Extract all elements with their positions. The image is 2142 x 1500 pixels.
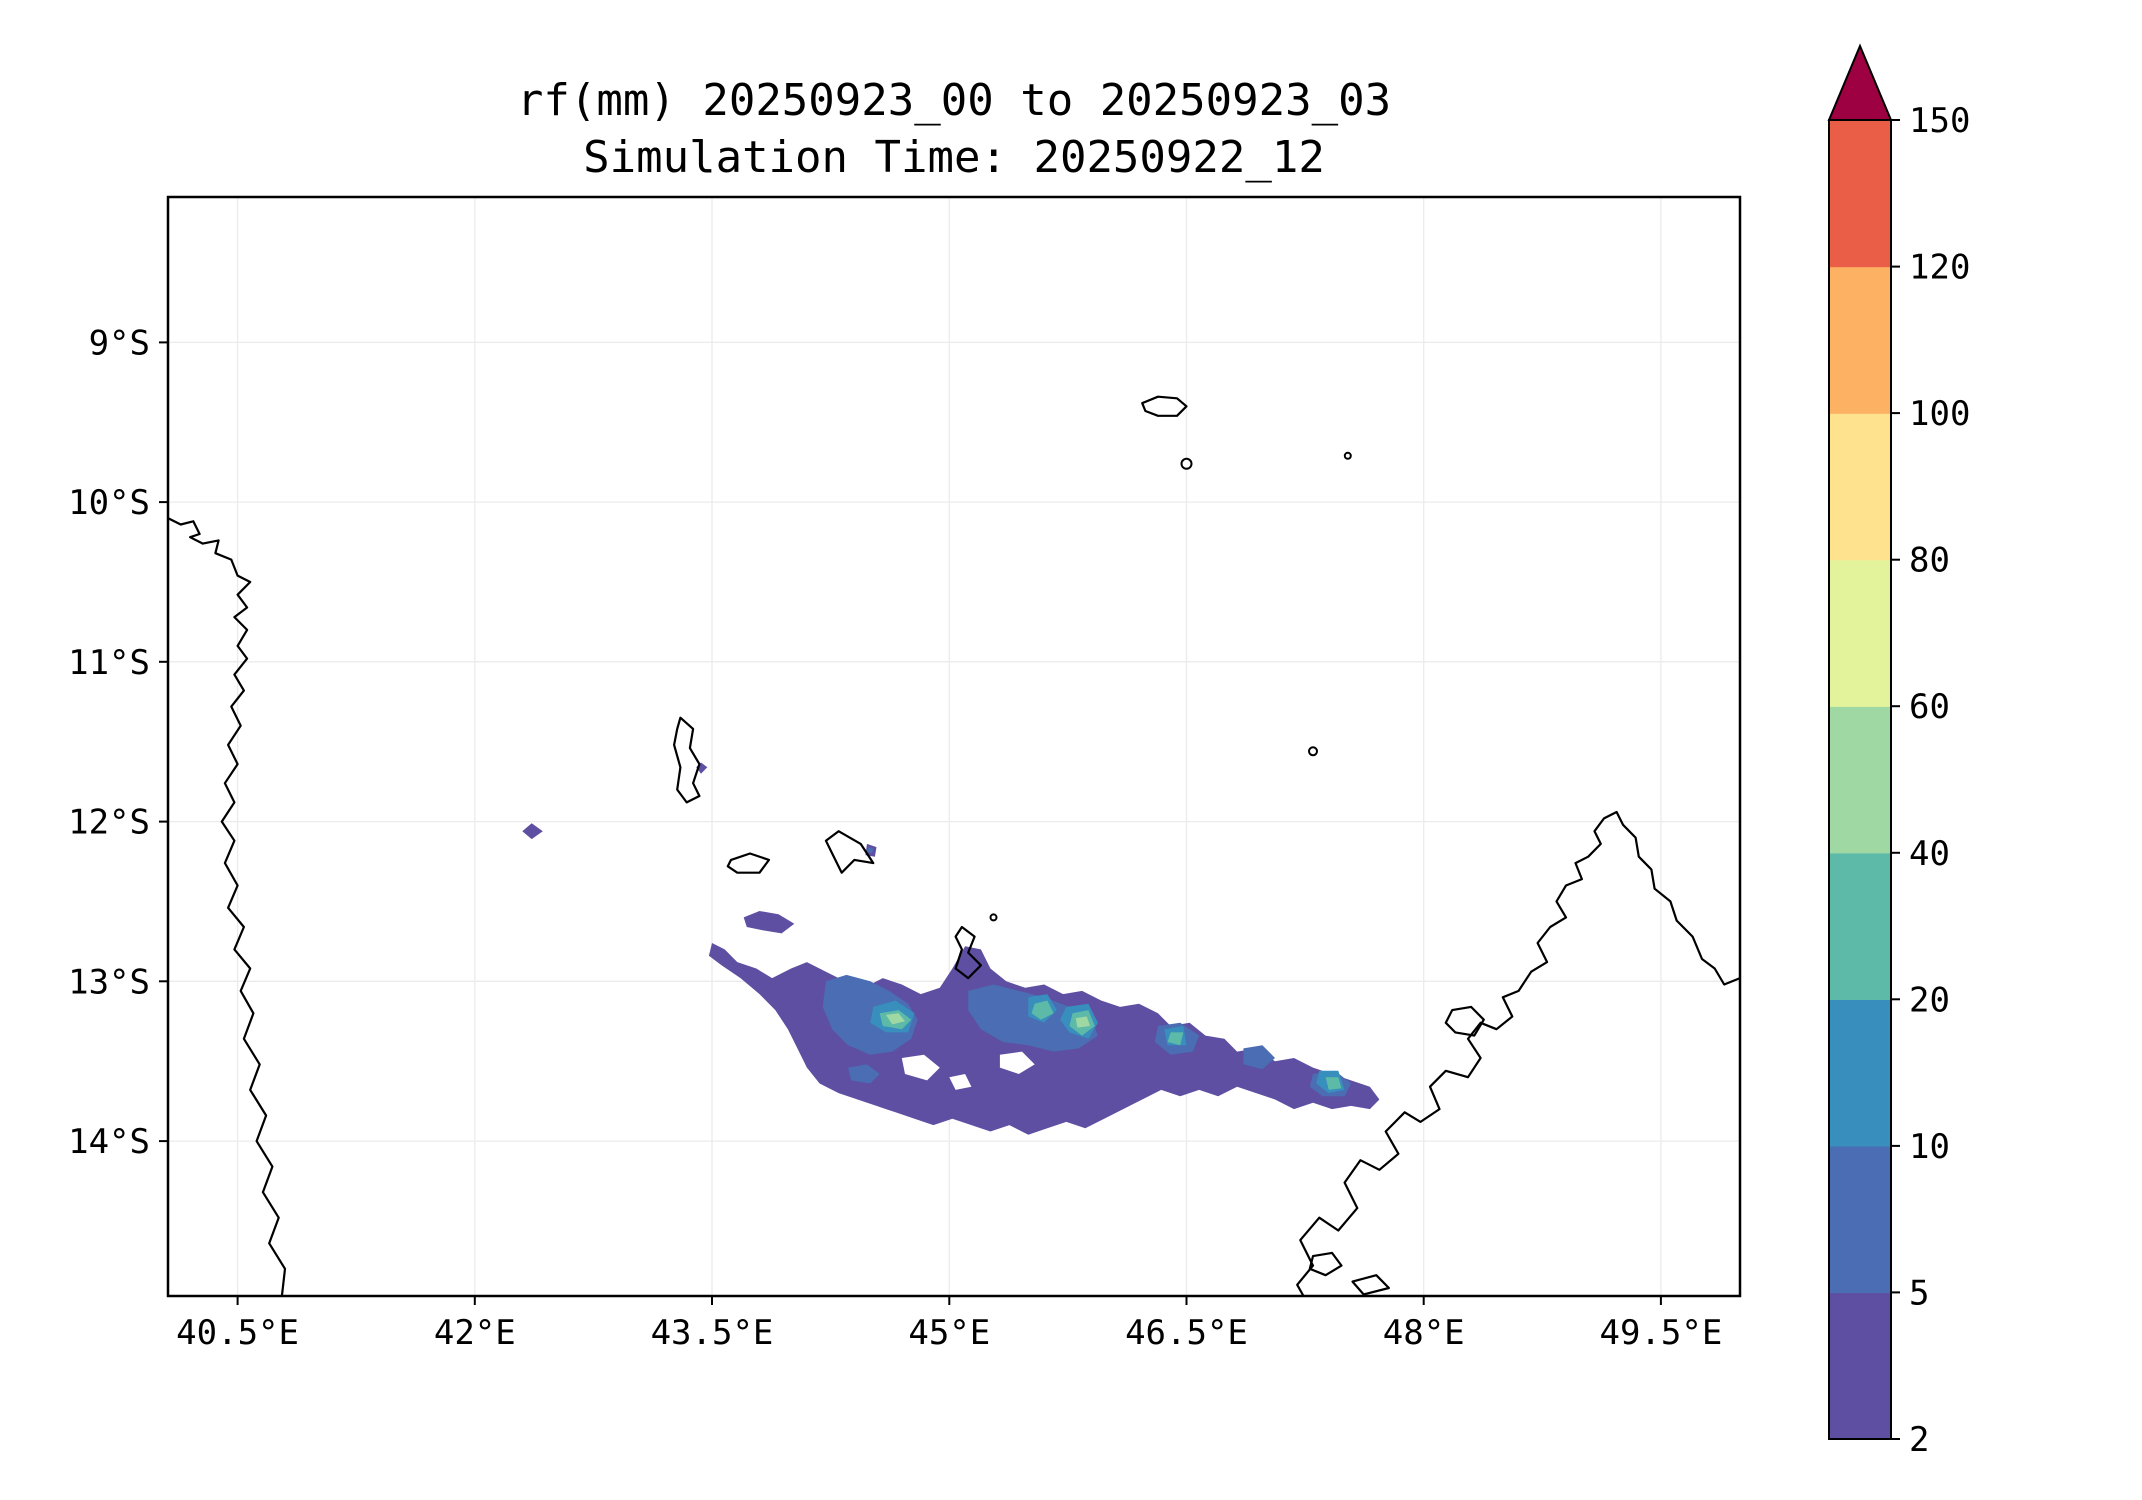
rain-region-2-5mm [743, 911, 795, 934]
africa-coast-coastline [167, 517, 287, 1297]
gridlines [168, 197, 1740, 1296]
colorbar-tick-label: 120 [1909, 248, 1970, 288]
colorbar-tick-label: 60 [1909, 687, 1950, 727]
colorbar-segment-10-20 [1829, 999, 1891, 1147]
rain-region-20-40mm [1031, 1000, 1054, 1020]
y-tick-label: 11°S [68, 643, 150, 683]
y-tick-label: 9°S [89, 323, 150, 363]
nosy-be-outline [1444, 1005, 1485, 1037]
colorbar-tick-label: 80 [1909, 541, 1950, 581]
rain-region-40-60mm [1075, 1016, 1090, 1028]
x-tick-label: 48°E [1383, 1313, 1465, 1353]
coastal-island-sw-outline [1308, 1251, 1343, 1277]
rain-region-5-10mm [867, 847, 874, 854]
x-tick-label: 43.5°E [651, 1313, 774, 1353]
x-tick-label: 49.5°E [1599, 1313, 1722, 1353]
grande-comore-outline [673, 716, 701, 804]
colorbar-tick-label: 2 [1909, 1420, 1929, 1460]
colorbar-segment-100-120 [1829, 266, 1891, 414]
y-axis: 9°S 10°S 11°S 12°S 13°S 14°S [68, 323, 168, 1162]
assumption-island-outline [1180, 457, 1193, 470]
aldabra-atoll-outline [1141, 395, 1188, 417]
colorbar-tick-label: 150 [1909, 101, 1970, 141]
madagascar-coast-coastline [1296, 810, 1741, 1297]
colorbar-tick-label: 5 [1909, 1273, 1929, 1313]
x-tick-label: 46.5°E [1125, 1313, 1248, 1353]
rain-region-20-40mm [1167, 1032, 1184, 1046]
rain-region-40-60mm [886, 1013, 905, 1025]
colorbar-tick-label: 40 [1909, 834, 1950, 874]
moheli-outline [726, 852, 771, 874]
y-tick-label: 12°S [68, 803, 150, 843]
mayotte-outline [954, 925, 982, 980]
colorbar-segment-20-40 [1829, 852, 1891, 1000]
coastlines [167, 395, 1741, 1297]
islet-north-mayotte-outline [989, 913, 998, 922]
colorbar-over-arrow [1827, 43, 1893, 121]
rain-region-20-40mm [1325, 1077, 1342, 1090]
colorbar-outline [1828, 119, 1892, 1440]
colorbar-segment-40-60 [1829, 706, 1891, 854]
y-tick-label: 13°S [68, 962, 150, 1002]
rain-gap [901, 1054, 940, 1081]
rain-gap [949, 1074, 972, 1090]
chart-title: rf(mm) 20250923_00 to 20250923_03 [516, 75, 1392, 126]
colorbar-tick-label: 20 [1909, 980, 1950, 1020]
chart-subtitle: Simulation Time: 20250922_12 [583, 132, 1325, 183]
x-tick-label: 40.5°E [176, 1313, 299, 1353]
colorbar-tick-label: 10 [1909, 1127, 1950, 1167]
rain-gap [999, 1051, 1035, 1074]
coastal-island-se-outline [1351, 1274, 1390, 1296]
colorbar-tick-label: 100 [1909, 394, 1970, 434]
glorioso-island-outline [1308, 746, 1318, 757]
axes-frame [166, 195, 1742, 1298]
x-tick-label: 42°E [434, 1313, 516, 1353]
colorbar-segment-80-100 [1829, 413, 1891, 561]
rainfall-contours [522, 762, 1380, 1135]
title-block: rf(mm) 20250923_00 to 20250923_03 Simula… [168, 72, 1740, 186]
colorbar-segment-120-150 [1829, 120, 1891, 268]
cosmoledo-island-outline [1343, 451, 1352, 460]
colorbar-segment-2-5 [1829, 1292, 1891, 1440]
colorbar-segment-60-80 [1829, 559, 1891, 707]
x-axis: 40.5°E 42°E 43.5°E 45°E 46.5°E 48°E 49.5°E [176, 1296, 1722, 1353]
rain-region-2-5mm [522, 823, 543, 840]
y-tick-label: 10°S [68, 483, 150, 523]
rain-region-5-10mm [1243, 1045, 1275, 1070]
y-tick-label: 14°S [68, 1122, 150, 1162]
x-tick-label: 45°E [908, 1313, 990, 1353]
rain-region-5-10mm [848, 1064, 880, 1084]
rain-region-5-10mm [822, 974, 918, 1055]
colorbar: 2 5 10 20 40 60 80 100 120 150 [1827, 43, 1970, 1460]
anjouan-outline [824, 830, 875, 874]
colorbar-segment-5-10 [1829, 1145, 1891, 1294]
